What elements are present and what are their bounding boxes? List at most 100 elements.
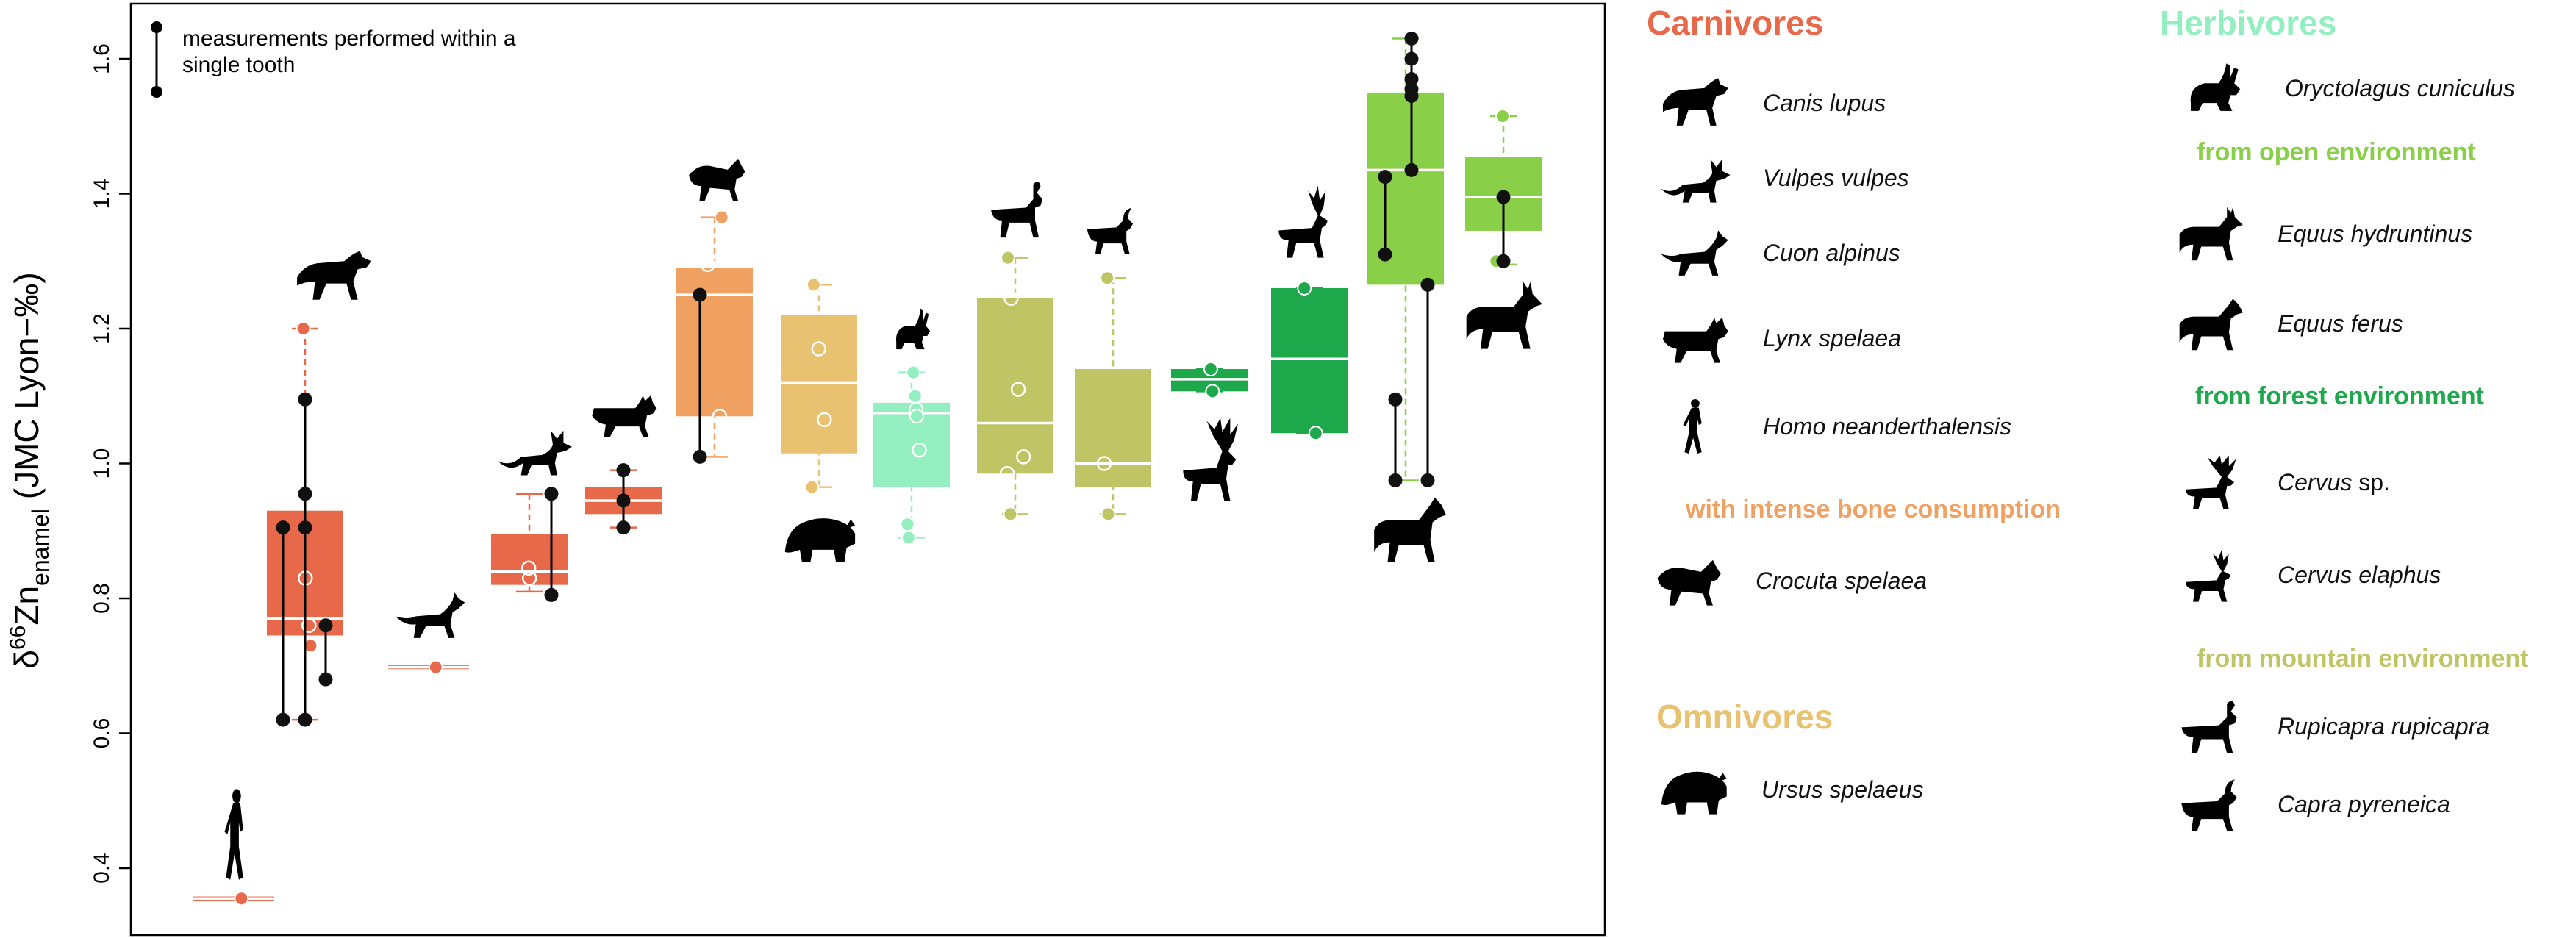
data-point bbox=[817, 412, 832, 428]
data-point bbox=[712, 409, 728, 424]
y-tick-label: 1.4 bbox=[90, 179, 114, 210]
tooth-point bbox=[1496, 190, 1511, 204]
y-tick-label: 0.8 bbox=[90, 583, 114, 614]
horse-icon bbox=[1374, 497, 1446, 562]
tooth-point bbox=[1404, 51, 1419, 66]
y-tick-label: 1.6 bbox=[90, 43, 114, 74]
tooth-point bbox=[693, 449, 707, 464]
box-capra-pyreneica bbox=[1075, 271, 1151, 522]
legend-item-oryctolagus-cuniculus: Oryctolagus cuniculus bbox=[2176, 59, 2515, 118]
human-icon bbox=[1654, 397, 1735, 456]
wolf-icon bbox=[297, 251, 371, 300]
legend-item-ursus-spelaeus: Ursus spelaeus bbox=[1653, 760, 1924, 819]
box-body bbox=[781, 315, 857, 454]
legend-mountain-environment: from mountain environment bbox=[2197, 645, 2529, 673]
box-body bbox=[676, 268, 753, 417]
legend-bone-consumption: with intense bone consumption bbox=[1686, 495, 2061, 523]
y-tick-label: 0.6 bbox=[90, 718, 114, 749]
rabbit-icon bbox=[895, 309, 930, 350]
tooth-point bbox=[1404, 162, 1419, 177]
legend-item-capra-pyreneica: Capra pyreneica bbox=[2169, 775, 2450, 834]
tooth-series bbox=[1496, 190, 1511, 268]
data-point bbox=[1495, 108, 1510, 123]
data-point bbox=[1203, 362, 1218, 377]
legend-forest-environment: from forest environment bbox=[2195, 382, 2484, 410]
data-point bbox=[234, 891, 249, 906]
tooth-point bbox=[298, 712, 312, 727]
data-point bbox=[303, 638, 318, 654]
data-point bbox=[1010, 382, 1026, 397]
tooth-point bbox=[298, 392, 312, 407]
tooth-point bbox=[1420, 473, 1435, 487]
legend-open-environment: from open environment bbox=[2197, 138, 2476, 166]
dhole-icon bbox=[1654, 223, 1735, 282]
box-crocuta-spelaea bbox=[676, 210, 753, 458]
ass-icon bbox=[2169, 204, 2250, 263]
inset-legend: measurements performed within a single t… bbox=[151, 21, 516, 98]
data-point bbox=[1003, 506, 1018, 522]
data-point bbox=[296, 321, 311, 336]
legend-omnivores-title: Omnivores bbox=[1656, 698, 1833, 736]
data-point bbox=[1003, 290, 1019, 306]
tooth-point bbox=[616, 493, 631, 508]
tooth-point bbox=[318, 618, 333, 633]
legend-item-equus-hydruntinus: Equus hydruntinus bbox=[2169, 204, 2472, 263]
tooth-point bbox=[276, 520, 290, 535]
tooth-point bbox=[1378, 247, 1392, 262]
tooth-series bbox=[1404, 31, 1419, 177]
tooth-point bbox=[276, 712, 290, 727]
box-body bbox=[977, 298, 1053, 474]
data-point bbox=[907, 388, 923, 404]
legend-item-vulpes-vulpes: Vulpes vulpes bbox=[1654, 148, 1909, 207]
ibex-icon bbox=[2169, 775, 2250, 834]
legend-carnivores-title: Carnivores bbox=[1647, 4, 1824, 42]
tooth-point bbox=[693, 287, 707, 302]
data-point bbox=[1101, 506, 1116, 522]
data-point bbox=[428, 659, 443, 675]
y-tick-label: 1.0 bbox=[90, 448, 114, 479]
data-point bbox=[301, 617, 317, 633]
boxplot-chart: δ66Znenamel (JMC Lyon−‰) 0.4 0.6 0.8 1.0 1.2… bbox=[6, 2, 1606, 937]
tooth-point bbox=[1378, 170, 1392, 185]
horse-icon bbox=[2169, 294, 2250, 353]
tooth-point bbox=[1388, 392, 1403, 407]
lynx-icon bbox=[592, 395, 657, 438]
data-point bbox=[1308, 426, 1323, 441]
box-body bbox=[1075, 369, 1151, 487]
box-ursus-spelaeus bbox=[781, 277, 857, 495]
tooth-point bbox=[298, 487, 312, 501]
megaloceros-icon bbox=[2169, 453, 2250, 512]
box-oryctolagus-cuniculus bbox=[873, 365, 950, 545]
hyena-icon bbox=[689, 158, 745, 201]
wolf-icon bbox=[1654, 74, 1735, 132]
data-point bbox=[900, 517, 915, 532]
tooth-series bbox=[1378, 170, 1392, 262]
box-cervus-elaphus bbox=[1271, 280, 1348, 441]
box-cervus-sp- bbox=[1171, 362, 1248, 399]
tooth-point bbox=[616, 463, 631, 478]
legend-item-cervus-elaphus: Cervus elaphus bbox=[2169, 545, 2441, 604]
legend-item-canis-lupus: Canis lupus bbox=[1654, 74, 1886, 132]
data-point bbox=[906, 365, 921, 380]
box-body bbox=[1271, 287, 1348, 434]
legend-item-cuon-alpinus: Cuon alpinus bbox=[1654, 223, 1900, 282]
inset-legend-line1: measurements performed within a bbox=[182, 26, 516, 51]
box-rupicapra-rupicapra bbox=[977, 250, 1053, 522]
tooth-point bbox=[1404, 31, 1419, 46]
y-tick-label: 0.4 bbox=[90, 853, 114, 884]
legend-item-equus-ferus: Equus ferus bbox=[2169, 294, 2403, 353]
tooth-series bbox=[276, 520, 290, 727]
tooth-series bbox=[1388, 392, 1403, 487]
rabbit-icon bbox=[2176, 59, 2257, 118]
data-point bbox=[909, 409, 924, 424]
data-point bbox=[1096, 456, 1112, 471]
legend-item-homo-neanderthalensis: Homo neanderthalensis bbox=[1654, 397, 2011, 456]
tooth-point bbox=[616, 520, 631, 535]
legend-item-rupicapra-rupicapra: Rupicapra rupicapra bbox=[2169, 697, 2489, 756]
legend-item-crocuta-spelaea: Crocuta spelaea bbox=[1647, 551, 1927, 610]
tooth-series bbox=[1420, 277, 1435, 487]
tooth-point bbox=[1404, 88, 1419, 103]
deer-icon bbox=[2169, 545, 2250, 604]
tooth-point bbox=[1388, 473, 1403, 487]
bear-icon bbox=[784, 518, 856, 562]
